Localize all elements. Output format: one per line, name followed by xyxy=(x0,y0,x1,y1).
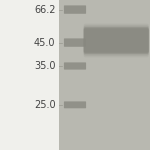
FancyBboxPatch shape xyxy=(84,27,149,54)
FancyBboxPatch shape xyxy=(64,101,86,108)
Text: 45.0: 45.0 xyxy=(34,38,56,48)
Bar xyxy=(58,0,150,150)
FancyBboxPatch shape xyxy=(84,28,149,53)
Text: 66.2: 66.2 xyxy=(34,5,56,15)
FancyBboxPatch shape xyxy=(64,5,86,14)
FancyBboxPatch shape xyxy=(64,62,86,70)
FancyBboxPatch shape xyxy=(84,24,149,57)
Text: 25.0: 25.0 xyxy=(34,100,56,110)
FancyBboxPatch shape xyxy=(64,38,86,47)
FancyBboxPatch shape xyxy=(84,26,149,56)
Text: 35.0: 35.0 xyxy=(34,61,56,71)
